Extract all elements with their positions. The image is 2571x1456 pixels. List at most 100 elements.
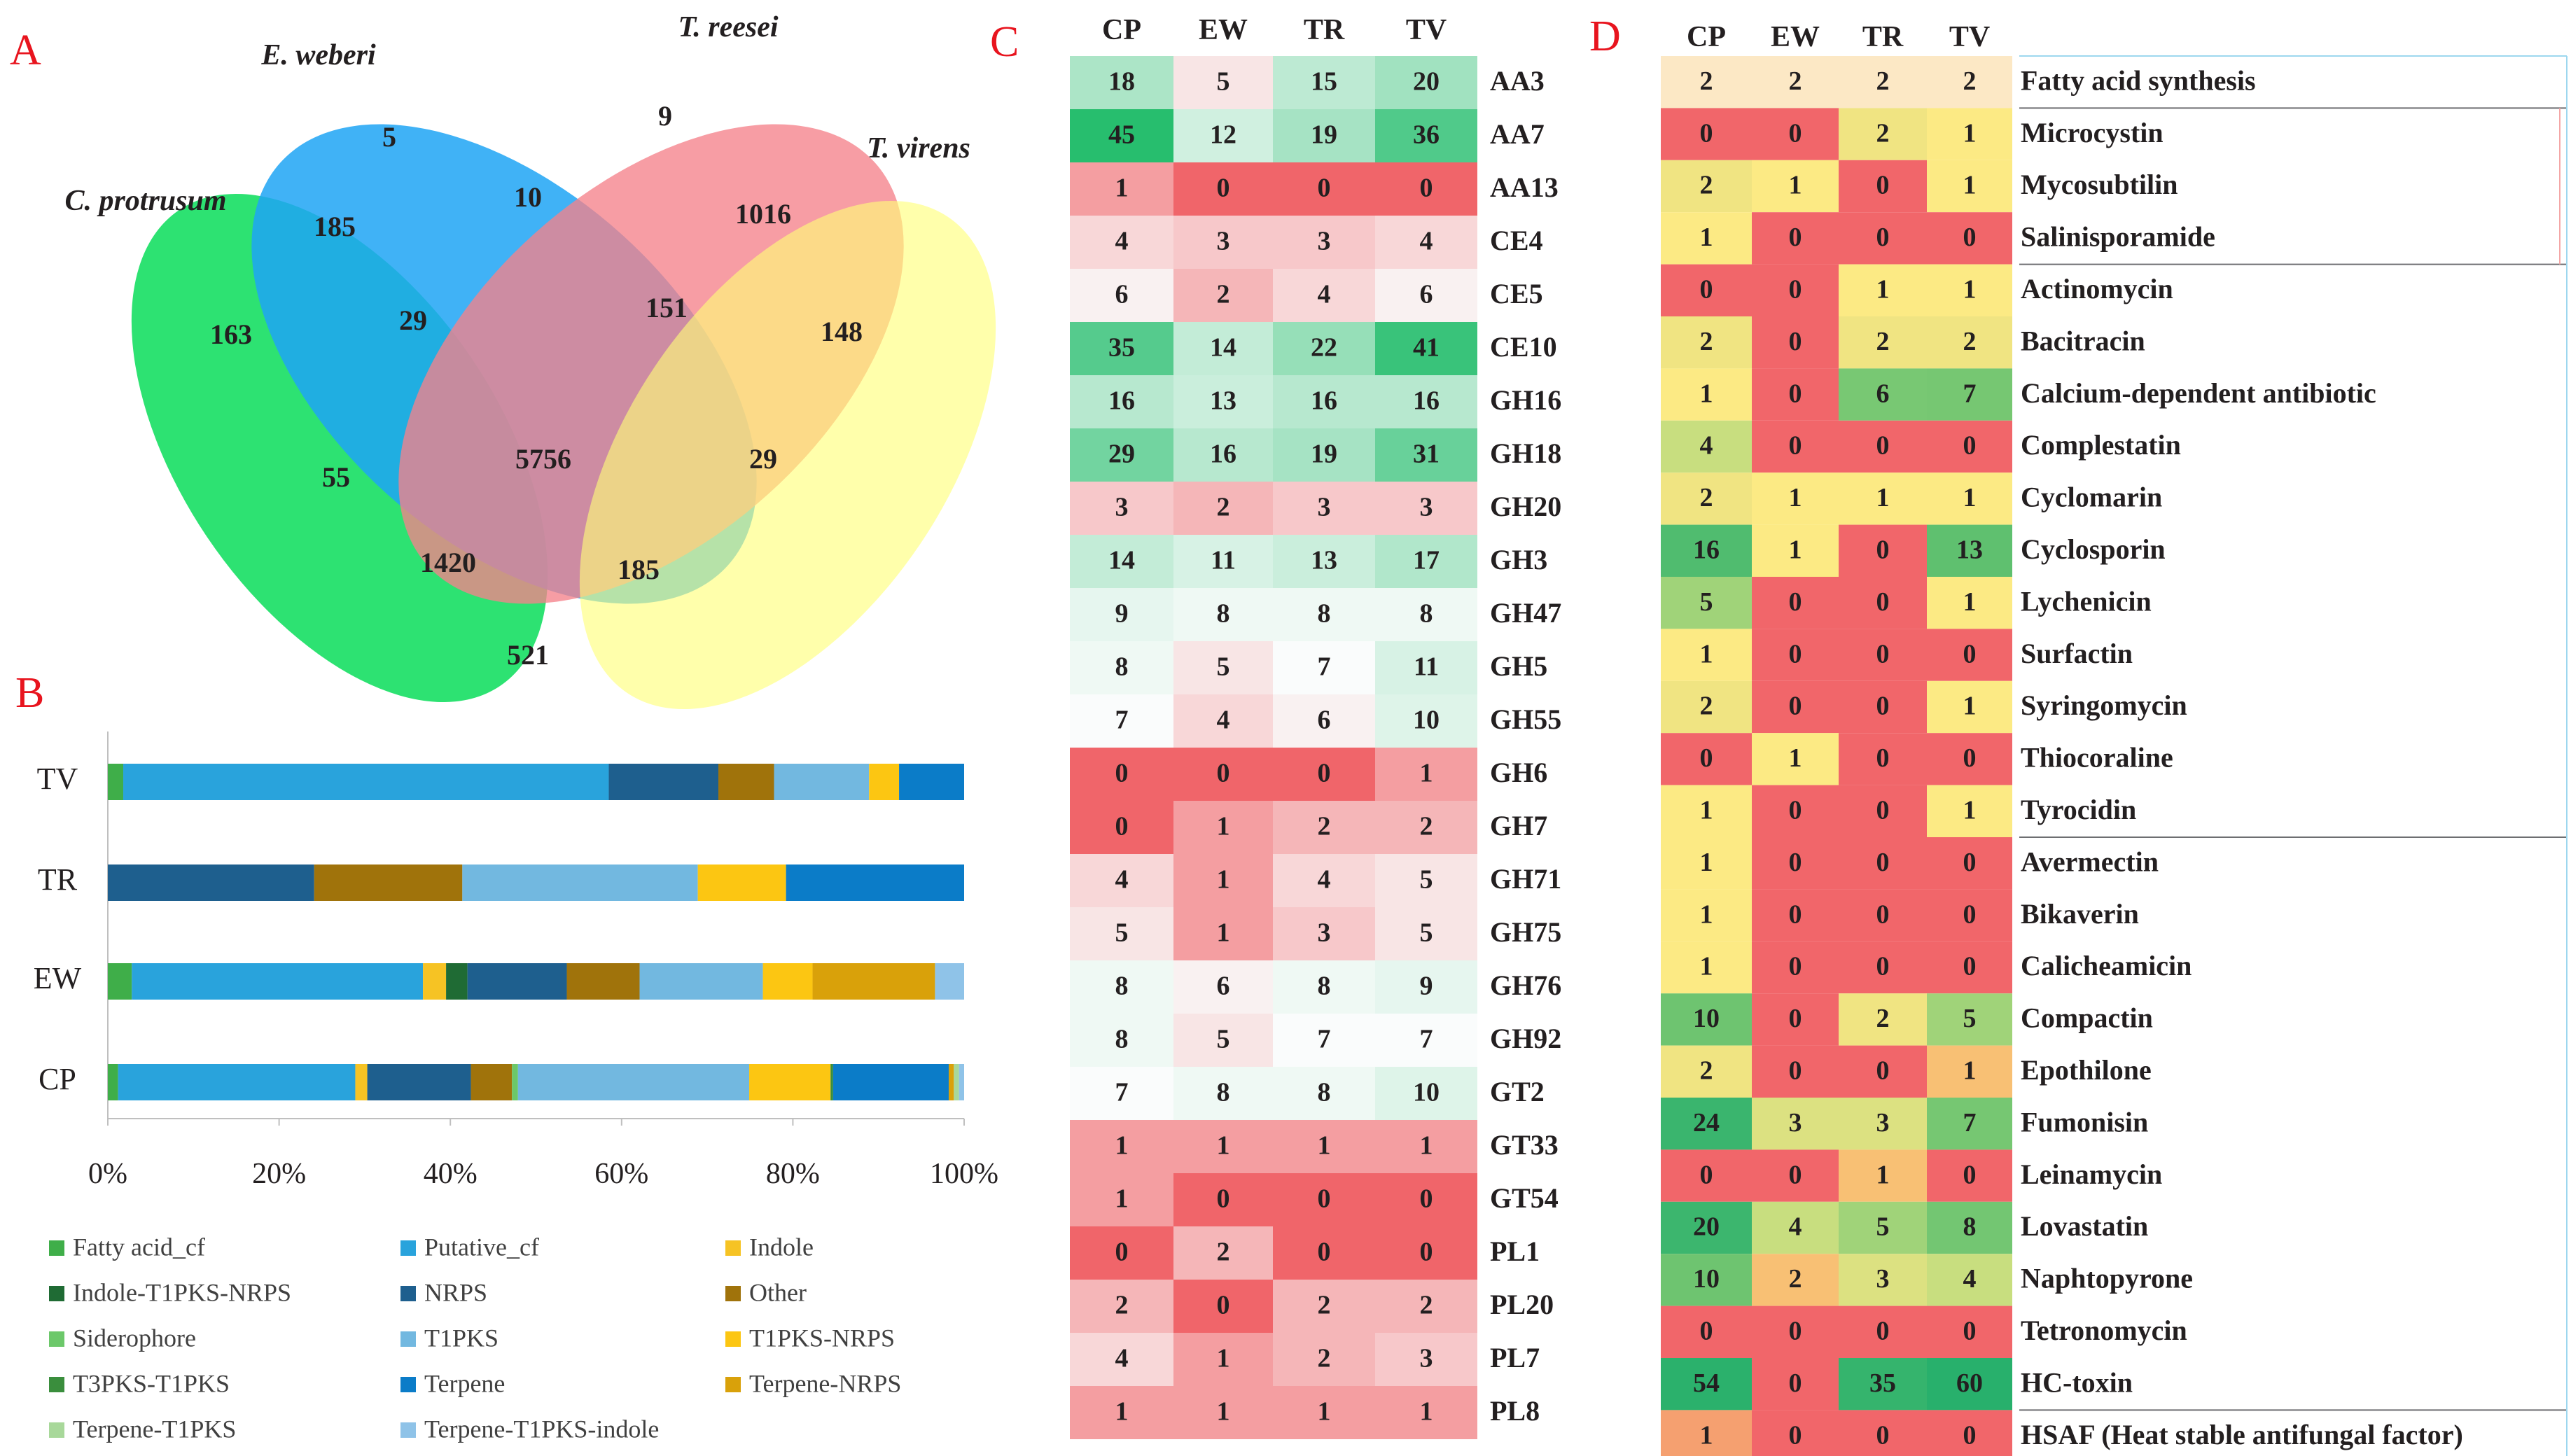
heatmap-d-cell <box>1752 680 1839 734</box>
heatmap-d-value: 0 <box>1789 275 1802 304</box>
venn-region-value: 29 <box>399 304 427 336</box>
heatmap-d-row-lychenicin: Lychenicin <box>2021 585 2152 617</box>
heatmap-c-value: 6 <box>1115 280 1129 309</box>
panel-label-a: A <box>10 27 41 74</box>
heatmap-d-value: 10 <box>1693 1264 1720 1294</box>
heatmap-d-row-tyrocidin: Tyrocidin <box>2021 794 2136 825</box>
heatmap-c-cell <box>1173 535 1273 588</box>
heatmap-d-cell <box>1661 108 1752 160</box>
heatmap-c-cell <box>1273 960 1375 1014</box>
heatmap-c-value: 2 <box>1420 812 1433 841</box>
heatmap-d-value: 0 <box>1789 118 1802 148</box>
heatmap-c-cell <box>1375 641 1477 694</box>
legend-swatch-other <box>725 1286 741 1301</box>
heatmap-d-cell <box>1927 1254 2012 1306</box>
heatmap-c-value: 0 <box>1115 1238 1129 1267</box>
heatmap-d-row-bikaverin: Bikaverin <box>2021 898 2139 930</box>
heatmap-c-cell <box>1273 694 1375 748</box>
heatmap-c-cell <box>1375 428 1477 482</box>
heatmap-d-value: 1 <box>1789 483 1802 512</box>
heatmap-d-cell <box>1839 368 1927 421</box>
heatmap-d-cell <box>1752 420 1839 473</box>
heatmap-c-cell <box>1375 588 1477 641</box>
bar-segments <box>108 764 964 1100</box>
heatmap-c-value: 14 <box>1210 333 1236 363</box>
heatmap-c-value: 1 <box>1217 1397 1230 1427</box>
heatmap-d-value: 0 <box>1789 848 1802 877</box>
heatmap-c-value: 18 <box>1108 67 1135 97</box>
heatmap-c-value: 14 <box>1108 546 1135 575</box>
heatmap-d-cell <box>1927 1306 2012 1358</box>
heatmap-c-cell <box>1173 375 1273 428</box>
heatmap-d-value: 0 <box>1876 1056 1890 1086</box>
heatmap-d-value: 5 <box>1876 1212 1890 1242</box>
heatmap-d-cell <box>1839 577 1927 629</box>
heatmap-d-cell <box>1927 368 2012 421</box>
heatmap-d-value: 0 <box>1876 536 1890 565</box>
heatmap-c-cell <box>1375 109 1477 162</box>
heatmap-d-cell <box>1752 1306 1839 1358</box>
heatmap-d-value: 0 <box>1876 848 1890 877</box>
heatmap-d-cell <box>1927 680 2012 734</box>
heatmap-c-value: 1 <box>1318 1131 1331 1161</box>
heatmap-c-value: 4 <box>1318 280 1331 309</box>
heatmap-d-cell <box>1839 785 1927 837</box>
heatmap-c-value: 4 <box>1217 706 1230 735</box>
heatmap-d-value: 1 <box>1963 692 1977 721</box>
heatmap-d-cell <box>1752 1201 1839 1254</box>
heatmap-c-cell <box>1375 1386 1477 1439</box>
heatmap-d-row-avermectin: Avermectin <box>2021 846 2159 877</box>
heatmap-c-value: 22 <box>1311 333 1337 363</box>
heatmap-c-value: 1 <box>1115 174 1129 203</box>
heatmap-d-value: 24 <box>1693 1108 1720 1138</box>
heatmap-d-value: 0 <box>1876 952 1890 981</box>
heatmap-c-cell <box>1273 748 1375 801</box>
heatmap-c-cell <box>1173 1280 1273 1333</box>
heatmap-d-cell <box>1661 160 1752 213</box>
heatmap-d-cell <box>1661 1045 1752 1098</box>
heatmap-d-value: 2 <box>1876 118 1890 148</box>
heatmap-c-value: 1 <box>1420 1397 1433 1427</box>
heatmap-d-row-actinomycin: Actinomycin <box>2021 273 2173 304</box>
heatmap-d-cell <box>1927 837 2012 890</box>
heatmap-d-value: 2 <box>1876 1004 1890 1033</box>
heatmap-c-cell <box>1273 1067 1375 1120</box>
bar-segment-ew-other <box>566 963 640 1000</box>
heatmap-d-cell <box>1752 1098 1839 1150</box>
heatmap-d-value: 7 <box>1963 379 1977 408</box>
heatmap-d-value: 3 <box>1876 1264 1890 1294</box>
heatmap-c-cell <box>1070 482 1173 535</box>
heatmap-d-value: 1 <box>1789 536 1802 565</box>
heatmap-d-value: 1 <box>1700 848 1713 877</box>
heatmap-c-value: 2 <box>1318 1344 1331 1373</box>
heatmap-c-value: 1 <box>1217 865 1230 895</box>
heatmap-d-value: 1 <box>1963 275 1977 304</box>
heatmap-c-value: 0 <box>1217 1184 1230 1214</box>
legend-swatch-indole-t1pks-nrps <box>49 1286 64 1301</box>
venn-region-values: 5 9 10 185 1016 163 29 151 148 55 5756 29 1420 185 521 <box>210 100 863 671</box>
heatmap-c-value: 4 <box>1115 227 1129 256</box>
heatmap-d-cell <box>1752 212 1839 265</box>
heatmap-c-value: 9 <box>1420 972 1433 1001</box>
legend-label-putative-cf: Putative_cf <box>424 1233 539 1261</box>
bar-tick-label: 0% <box>88 1158 127 1190</box>
legend-label-terpene-nrps: Terpene-NRPS <box>749 1369 901 1397</box>
heatmap-c-value: 8 <box>1115 1025 1129 1054</box>
bar-segment-ew-indole <box>423 963 447 1000</box>
heatmap-c-cell <box>1173 1386 1273 1439</box>
heatmap-d-cell <box>1752 577 1839 629</box>
bar-segment-tv-putative-cf <box>123 764 609 800</box>
heatmap-c-value: 3 <box>1420 493 1433 522</box>
heatmap-d-cell <box>1839 680 1927 734</box>
heatmap-c-value: 7 <box>1115 1078 1129 1107</box>
heatmap-d-cell <box>1927 56 2012 108</box>
venn-region-value: 55 <box>322 461 350 493</box>
heatmap-d-value: 2 <box>1963 327 1977 356</box>
heatmap-c-value: 41 <box>1413 333 1440 363</box>
heatmap-d-cell <box>1927 993 2012 1046</box>
heatmap-c-row-pl8: PL8 <box>1490 1395 1540 1427</box>
legend-label-t1pks: T1PKS <box>424 1324 499 1352</box>
heatmap-d-cell <box>1752 889 1839 941</box>
legend-label-t3pks-t1pks: T3PKS-T1PKS <box>73 1369 230 1397</box>
heatmap-d-value: 0 <box>1789 1420 1802 1450</box>
